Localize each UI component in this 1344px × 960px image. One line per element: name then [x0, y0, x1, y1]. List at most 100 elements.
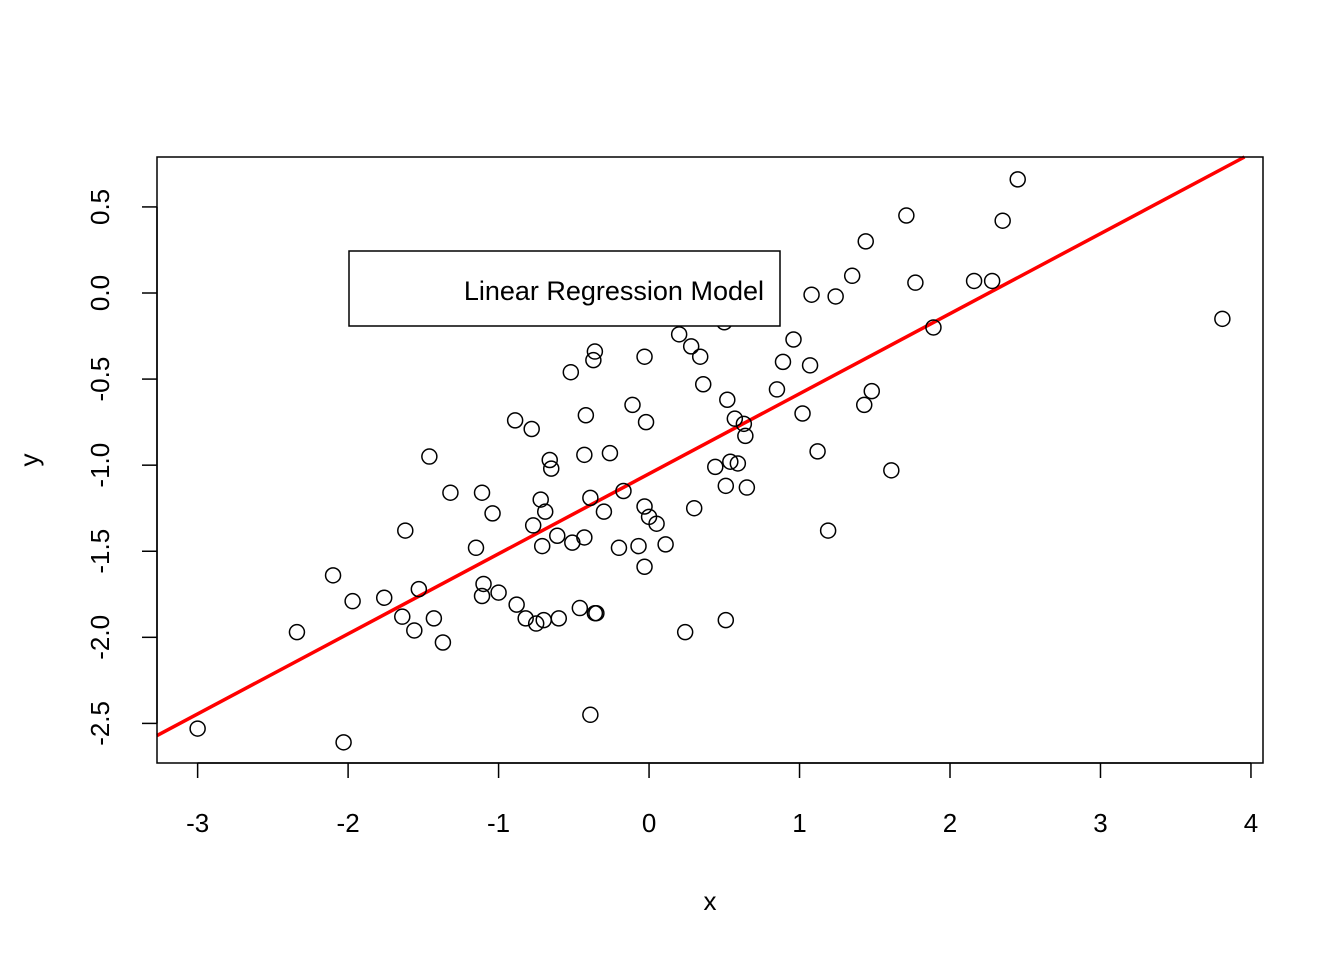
data-point [536, 503, 554, 520]
data-point [898, 207, 915, 224]
data-point [576, 446, 593, 464]
data-point [965, 272, 983, 290]
data-point [467, 539, 485, 557]
y-axis-label: y [14, 454, 44, 467]
data-point [523, 420, 540, 438]
data-point [484, 505, 501, 522]
x-tick-label: -2 [337, 808, 360, 838]
data-point [576, 529, 593, 546]
data-point [729, 455, 747, 472]
data-point [726, 410, 744, 427]
data-point [801, 357, 819, 374]
y-axis: -2.5 -2.0 -1.5 -1.0 -0.5 0.0 0.5 [85, 189, 158, 746]
data-point [676, 623, 694, 641]
data-point [425, 610, 443, 627]
data-point [636, 558, 653, 575]
data-point [473, 484, 491, 501]
data-point [694, 376, 712, 393]
data-point [630, 537, 647, 555]
data-point [397, 522, 414, 539]
data-point [550, 610, 568, 627]
legend-box [348, 250, 781, 327]
data-point [722, 453, 739, 470]
data-point [636, 348, 653, 365]
data-point [717, 477, 735, 495]
y-tick-label: -1.0 [85, 443, 115, 488]
data-point [774, 353, 792, 371]
data-point [707, 458, 724, 476]
data-point [577, 406, 595, 424]
legend-text: Linear Regression Model [464, 276, 764, 306]
data-point [717, 611, 735, 629]
data-point [768, 381, 786, 398]
data-point [585, 351, 602, 369]
data-point [394, 608, 411, 625]
data-point [843, 267, 861, 285]
data-point [532, 491, 549, 508]
data-point [533, 537, 551, 555]
data-point [907, 274, 924, 291]
y-tick-label: 0.5 [85, 189, 115, 225]
data-point [794, 405, 811, 422]
data-point [994, 212, 1011, 229]
data-point [648, 515, 665, 532]
data-point [582, 706, 599, 724]
data-point [562, 363, 580, 381]
data-point [636, 498, 653, 515]
x-tick-label: 0 [642, 808, 656, 838]
data-point [737, 427, 754, 445]
data-point [785, 331, 802, 348]
data-point [588, 604, 605, 622]
regression-line [156, 155, 1246, 738]
data-point [738, 479, 756, 496]
data-point [983, 272, 1001, 290]
data-point [610, 539, 628, 557]
data-point [527, 615, 545, 632]
x-tick-label: 2 [943, 808, 957, 838]
data-point [541, 451, 558, 469]
data-point [189, 720, 206, 737]
data-point [809, 443, 826, 460]
data-point [406, 622, 423, 639]
data-point [855, 396, 873, 414]
data-point [324, 567, 342, 584]
data-point [582, 489, 599, 507]
data-point [719, 391, 736, 408]
data-point [857, 233, 874, 250]
data-point [863, 382, 881, 400]
x-tick-label: -1 [487, 808, 510, 838]
data-point [883, 462, 900, 479]
data-point [506, 412, 524, 429]
x-axis-label: x [704, 886, 717, 916]
x-tick-label: 4 [1244, 808, 1258, 838]
y-tick-label: -0.5 [85, 357, 115, 402]
data-point [735, 415, 753, 433]
data-point [571, 599, 589, 617]
data-point [670, 326, 688, 343]
data-point [542, 460, 560, 477]
data-point [803, 286, 820, 303]
y-tick-label: -2.5 [85, 701, 115, 746]
data-point [490, 584, 507, 601]
data-point [442, 484, 459, 501]
data-point [925, 319, 942, 336]
y-tick-label: 0.0 [85, 275, 115, 311]
data-point [335, 734, 352, 751]
data-point [508, 596, 525, 613]
data-point [601, 444, 619, 462]
data-point [549, 527, 566, 544]
data-point [691, 348, 709, 365]
data-point [434, 634, 452, 651]
data-point [421, 448, 438, 465]
data-point [524, 517, 542, 534]
data-point [637, 413, 655, 431]
data-point [586, 343, 604, 360]
x-axis: -3 -2 -1 0 1 2 3 4 [186, 762, 1258, 838]
plot-frame [156, 156, 1264, 764]
data-point [473, 587, 491, 605]
data-point [288, 623, 306, 641]
data-point [1009, 171, 1026, 188]
data-point [517, 610, 534, 627]
data-point [615, 482, 632, 500]
